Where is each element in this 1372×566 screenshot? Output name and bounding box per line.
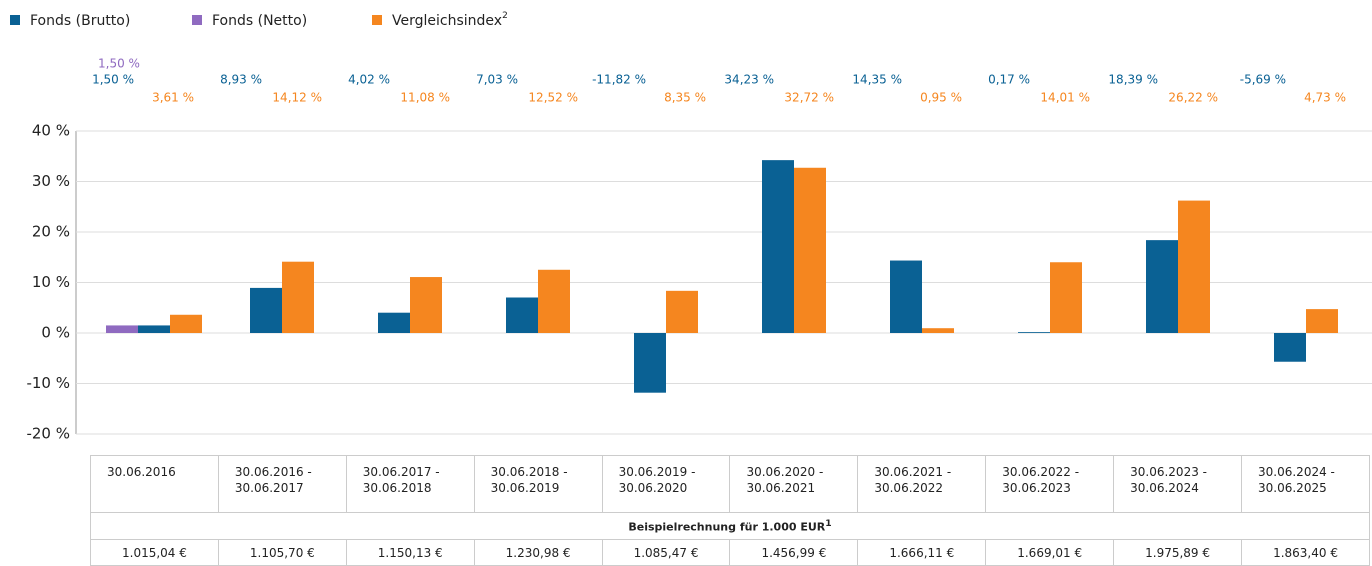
y-tick-label: 30 % — [32, 172, 70, 190]
y-tick-label: 0 % — [41, 324, 70, 342]
bar — [1146, 240, 1178, 333]
period-cell: 30.06.2016 — [90, 455, 219, 513]
value-label: 18,39 % — [1108, 73, 1158, 87]
table-heading-sup: 1 — [825, 518, 832, 530]
period-cell: 30.06.2024 - 30.06.2025 — [1241, 455, 1370, 513]
value-cell: 1.015,04 € — [90, 539, 219, 566]
legend-sup: 2 — [502, 11, 508, 21]
value-label: 3,61 % — [152, 91, 194, 105]
legend-text: Fonds (Brutto) — [30, 13, 130, 29]
chart: -20 % -10 % 0 % 10 % 20 % 30 % 40 % Fonds (Brut… — [10, 11, 1372, 443]
value-label: 32,72 % — [784, 91, 834, 105]
bar — [538, 269, 570, 333]
period-cell: 30.06.2019 - 30.06.2020 — [601, 455, 731, 513]
y-tick-label: -20 % — [26, 425, 70, 443]
example-table: 30.06.2016 30.06.2016 - 30.06.2017 30.06.2… — [90, 455, 1370, 566]
period-cell: 30.06.2023 - 30.06.2024 — [1113, 455, 1243, 513]
legend-text: Vergleichsindex — [392, 13, 502, 29]
bar — [890, 260, 922, 333]
value-label: 7,03 % — [476, 73, 518, 87]
period-cell: 30.06.2022 - 30.06.2023 — [985, 455, 1115, 513]
y-tick-label: 20 % — [32, 223, 70, 241]
bar — [106, 325, 138, 333]
value-label: -11,82 % — [592, 73, 646, 87]
value-row: 1.015,04 €1.105,70 €1.150,13 €1.230,98 €… — [90, 539, 1370, 566]
y-tick-label: -10 % — [26, 374, 70, 392]
value-cell: 1.975,89 € — [1113, 539, 1243, 566]
value-cell: 1.669,01 € — [985, 539, 1115, 566]
value-label: 0,17 % — [988, 73, 1030, 87]
value-label: 14,01 % — [1040, 91, 1090, 105]
period-cell: 30.06.2018 - 30.06.2019 — [473, 455, 603, 513]
legend-label: Vergleichsindex2 — [392, 11, 508, 30]
bar — [634, 333, 666, 393]
bar — [762, 160, 794, 333]
period-cell: 30.06.2016 - 30.06.2017 — [217, 455, 347, 513]
bar — [250, 287, 282, 333]
legend-label: Fonds (Brutto) — [30, 13, 130, 29]
heading-row: Beispielrechnung für 1.000 EUR1 — [90, 512, 1370, 540]
y-tick-label: 40 % — [32, 122, 70, 140]
value-label: 11,08 % — [400, 91, 450, 105]
legend-label: Fonds (Netto) — [212, 13, 307, 29]
value-cell: 1.150,13 € — [345, 539, 475, 566]
y-tick-label: 10 % — [32, 273, 70, 291]
period-cell: 30.06.2017 - 30.06.2018 — [345, 455, 475, 513]
value-label: 4,02 % — [348, 73, 390, 87]
bar — [794, 167, 826, 333]
value-label: -5,69 % — [1240, 73, 1286, 87]
value-label: 12,52 % — [528, 91, 578, 105]
bar — [1274, 333, 1306, 362]
table-heading: Beispielrechnung für 1.000 EUR — [628, 520, 826, 534]
period-cell: 30.06.2020 - 30.06.2021 — [729, 455, 859, 513]
bar — [1018, 332, 1050, 333]
bar — [282, 261, 314, 333]
bar — [922, 328, 954, 333]
legend-swatch — [192, 15, 202, 25]
bar — [1178, 200, 1210, 333]
bar — [378, 312, 410, 333]
legend-swatch — [10, 15, 20, 25]
bar — [138, 325, 170, 333]
value-label: 8,93 % — [220, 73, 262, 87]
value-cell: 1.105,70 € — [217, 539, 347, 566]
legend-swatch — [372, 15, 382, 25]
value-label: 14,35 % — [852, 73, 902, 87]
bar — [666, 290, 698, 333]
value-label: 34,23 % — [724, 73, 774, 87]
value-cell: 1.863,40 € — [1241, 539, 1370, 566]
period-row: 30.06.2016 30.06.2016 - 30.06.2017 30.06.2… — [90, 455, 1370, 513]
value-label: 26,22 % — [1168, 91, 1218, 105]
value-label: 8,35 % — [664, 91, 706, 105]
bar — [170, 314, 202, 333]
value-label: 4,73 % — [1304, 91, 1346, 105]
bar — [1306, 309, 1338, 333]
heading-cell: Beispielrechnung für 1.000 EUR1 — [90, 512, 1370, 540]
period-cell: 30.06.2021 - 30.06.2022 — [857, 455, 987, 513]
value-cell: 1.230,98 € — [473, 539, 603, 566]
value-label: 1,50 % — [98, 57, 140, 71]
value-label: 0,95 % — [920, 91, 962, 105]
value-label: 1,50 % — [92, 73, 134, 87]
legend-text: Fonds (Netto) — [212, 13, 307, 29]
bar — [1050, 262, 1082, 333]
bar — [506, 297, 538, 333]
bar — [410, 277, 442, 333]
value-cell: 1.456,99 € — [729, 539, 859, 566]
value-cell: 1.085,47 € — [601, 539, 731, 566]
value-cell: 1.666,11 € — [857, 539, 987, 566]
value-label: 14,12 % — [272, 91, 322, 105]
